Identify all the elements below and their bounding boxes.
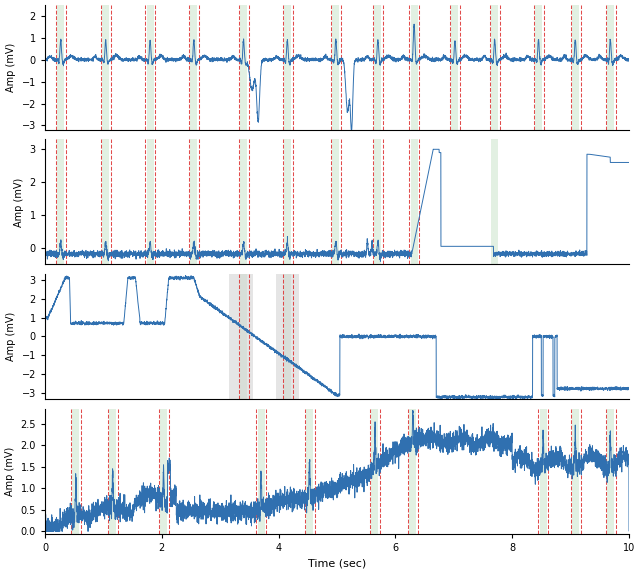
- Bar: [332, 5, 339, 130]
- Bar: [147, 139, 154, 264]
- Y-axis label: Amp (mV): Amp (mV): [5, 446, 15, 496]
- Bar: [240, 5, 247, 130]
- Bar: [57, 5, 64, 130]
- Bar: [109, 409, 116, 533]
- X-axis label: Time (sec): Time (sec): [308, 558, 366, 568]
- Bar: [572, 5, 579, 130]
- Bar: [102, 139, 109, 264]
- Bar: [332, 139, 339, 264]
- Bar: [374, 139, 381, 264]
- Bar: [491, 5, 498, 130]
- Y-axis label: Amp (mV): Amp (mV): [6, 43, 16, 92]
- Bar: [411, 5, 417, 130]
- Bar: [190, 139, 197, 264]
- Bar: [540, 409, 547, 533]
- Bar: [306, 409, 313, 533]
- Bar: [410, 409, 417, 533]
- Bar: [57, 139, 64, 264]
- Bar: [607, 5, 614, 130]
- Bar: [160, 409, 167, 533]
- Bar: [240, 274, 247, 399]
- Bar: [240, 139, 247, 264]
- Bar: [284, 5, 291, 130]
- Bar: [284, 274, 291, 399]
- Bar: [451, 5, 458, 130]
- Bar: [535, 5, 542, 130]
- Bar: [147, 5, 154, 130]
- Bar: [374, 5, 381, 130]
- Bar: [411, 139, 417, 264]
- Bar: [72, 409, 79, 533]
- Bar: [491, 139, 498, 264]
- Bar: [572, 409, 579, 533]
- Bar: [229, 274, 253, 399]
- Y-axis label: Amp (mV): Amp (mV): [14, 177, 24, 226]
- Bar: [284, 139, 291, 264]
- Bar: [102, 5, 109, 130]
- Bar: [276, 274, 299, 399]
- Bar: [607, 409, 614, 533]
- Bar: [371, 409, 378, 533]
- Y-axis label: Amp (mV): Amp (mV): [6, 312, 16, 361]
- Bar: [190, 5, 197, 130]
- Bar: [257, 409, 264, 533]
